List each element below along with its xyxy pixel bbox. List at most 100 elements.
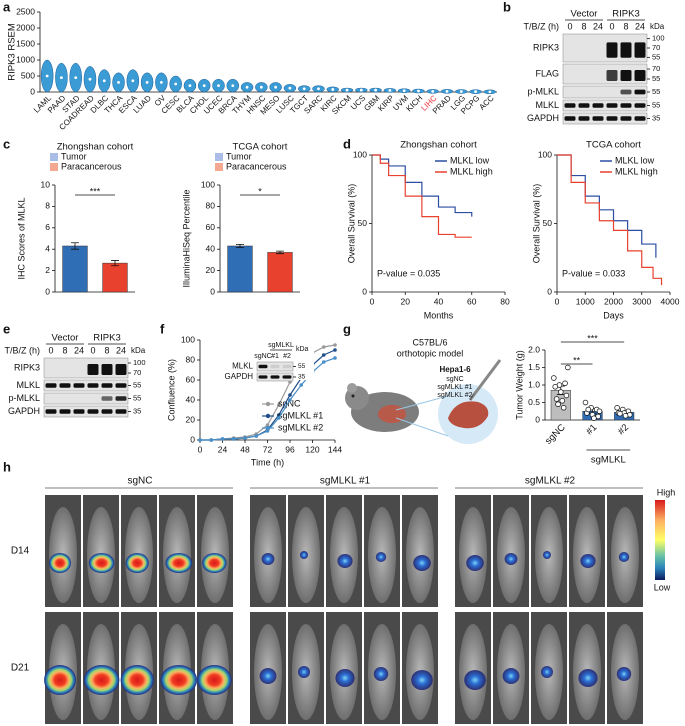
legend-label: MLKL low — [615, 155, 655, 165]
legend-label: sgNC — [278, 398, 301, 408]
y-tick-label: 100 — [181, 334, 195, 344]
y-tick-label: 2000 — [16, 22, 35, 32]
panel-letter: a — [3, 0, 11, 14]
legend-marker — [265, 425, 271, 431]
x-axis-label: Months — [424, 310, 454, 320]
lane-label: #1 — [271, 353, 279, 360]
significance: *** — [587, 333, 598, 343]
data-point — [552, 384, 558, 390]
kda-marker: 55 — [133, 393, 141, 402]
median-dot — [474, 90, 477, 94]
kda-marker: 100 — [652, 34, 665, 43]
construct: sgNC — [446, 376, 464, 383]
panel-letter: f — [160, 321, 165, 336]
lane-label: 8 — [62, 345, 67, 355]
y-tick-label: 50 — [543, 218, 553, 228]
series-marker — [231, 437, 236, 441]
y-tick-label: 500 — [21, 70, 35, 80]
cell-line: Hepa1-6 — [439, 365, 471, 374]
legend-swatch — [215, 153, 223, 161]
median-dot — [188, 84, 192, 87]
blot-band — [115, 364, 127, 375]
lane-label: #2 — [283, 353, 291, 360]
y-tick-label: 0 — [190, 434, 195, 444]
y-tick-label: 0 — [362, 286, 367, 296]
blot-strip — [43, 357, 129, 379]
panel-letter: g — [343, 321, 351, 336]
group-label: RIPK3 — [612, 9, 639, 20]
kda-marker: 70 — [133, 368, 141, 377]
series-marker — [243, 436, 247, 440]
median-dot — [445, 89, 449, 93]
mouse-body — [406, 507, 434, 603]
panel-letter: e — [3, 321, 10, 336]
y-tick-label: 1.0 — [528, 379, 540, 389]
group-label: sgMLKL — [268, 342, 294, 349]
data-point — [596, 408, 603, 415]
blot-band — [606, 42, 618, 58]
day-label: D21 — [11, 663, 30, 674]
panel-letter: c — [3, 136, 10, 151]
blot-strip — [562, 99, 648, 112]
lane-label: 0 — [48, 345, 53, 355]
data-point — [563, 392, 570, 399]
blot-band — [115, 383, 127, 388]
legend-marker — [265, 401, 271, 407]
x-axis-label: Days — [603, 310, 624, 320]
series-marker — [321, 353, 326, 357]
data-point — [551, 375, 557, 381]
signal — [120, 665, 154, 695]
legend-label: MLKL high — [615, 166, 658, 176]
lane-label: 24 — [116, 345, 126, 355]
annotation: P-value = 0.035 — [377, 268, 440, 278]
signal — [300, 551, 308, 559]
median-dot — [245, 85, 249, 89]
blot-row-label: MLKL — [535, 100, 559, 110]
x-tick-label: #1 — [584, 422, 599, 437]
blot-band — [578, 116, 590, 121]
blot-band — [592, 116, 604, 121]
median-dot — [117, 81, 120, 84]
x-tick-label: sgNC — [543, 422, 568, 447]
y-tick-label: 0 — [535, 414, 540, 424]
lane-label: 0 — [567, 21, 572, 31]
blot-band — [73, 409, 85, 414]
panel-letter: d — [343, 136, 351, 151]
blot-band — [620, 89, 632, 95]
x-tick-label: 0 — [370, 296, 375, 306]
median-dot — [145, 81, 149, 84]
kda-label: kDa — [131, 346, 146, 355]
error-bar — [71, 242, 79, 250]
kda-marker: 55 — [298, 363, 306, 370]
construct: sgMLKL #2 — [437, 392, 472, 399]
signal — [464, 670, 486, 690]
bar — [62, 245, 88, 293]
median-dot — [74, 76, 78, 79]
blot-row-label: GAPDH — [225, 372, 254, 381]
blot-band — [282, 364, 292, 369]
y-tick-label: 6 — [45, 222, 50, 232]
median-dot — [345, 88, 349, 92]
y-tick-label: 4 — [45, 243, 50, 253]
x-tick-label: 48 — [240, 444, 250, 454]
blot-band — [634, 103, 646, 108]
legend-label: Paracancerous — [61, 161, 122, 171]
data-point — [559, 398, 565, 404]
x-tick-label: 1000 — [576, 296, 595, 306]
blot-strip — [562, 112, 648, 125]
legend-label: MLKL low — [450, 155, 490, 165]
blot-band — [578, 103, 590, 108]
kda-marker: 70 — [652, 43, 660, 52]
y-tick-label: 0 — [45, 286, 50, 296]
group-label: sgMLKL #1 — [320, 476, 371, 487]
data-point — [562, 380, 568, 387]
y-tick-label: 2500 — [16, 6, 35, 16]
x-tick-label: 96 — [285, 444, 295, 454]
series-marker — [254, 434, 259, 438]
x-tick-label: 20 — [401, 296, 411, 306]
legend-label: sgMLKL #2 — [278, 422, 323, 432]
signal — [165, 553, 193, 573]
series-marker — [299, 383, 304, 387]
lane-label: 0 — [609, 21, 614, 31]
x-tick-label: 40 — [434, 296, 444, 306]
